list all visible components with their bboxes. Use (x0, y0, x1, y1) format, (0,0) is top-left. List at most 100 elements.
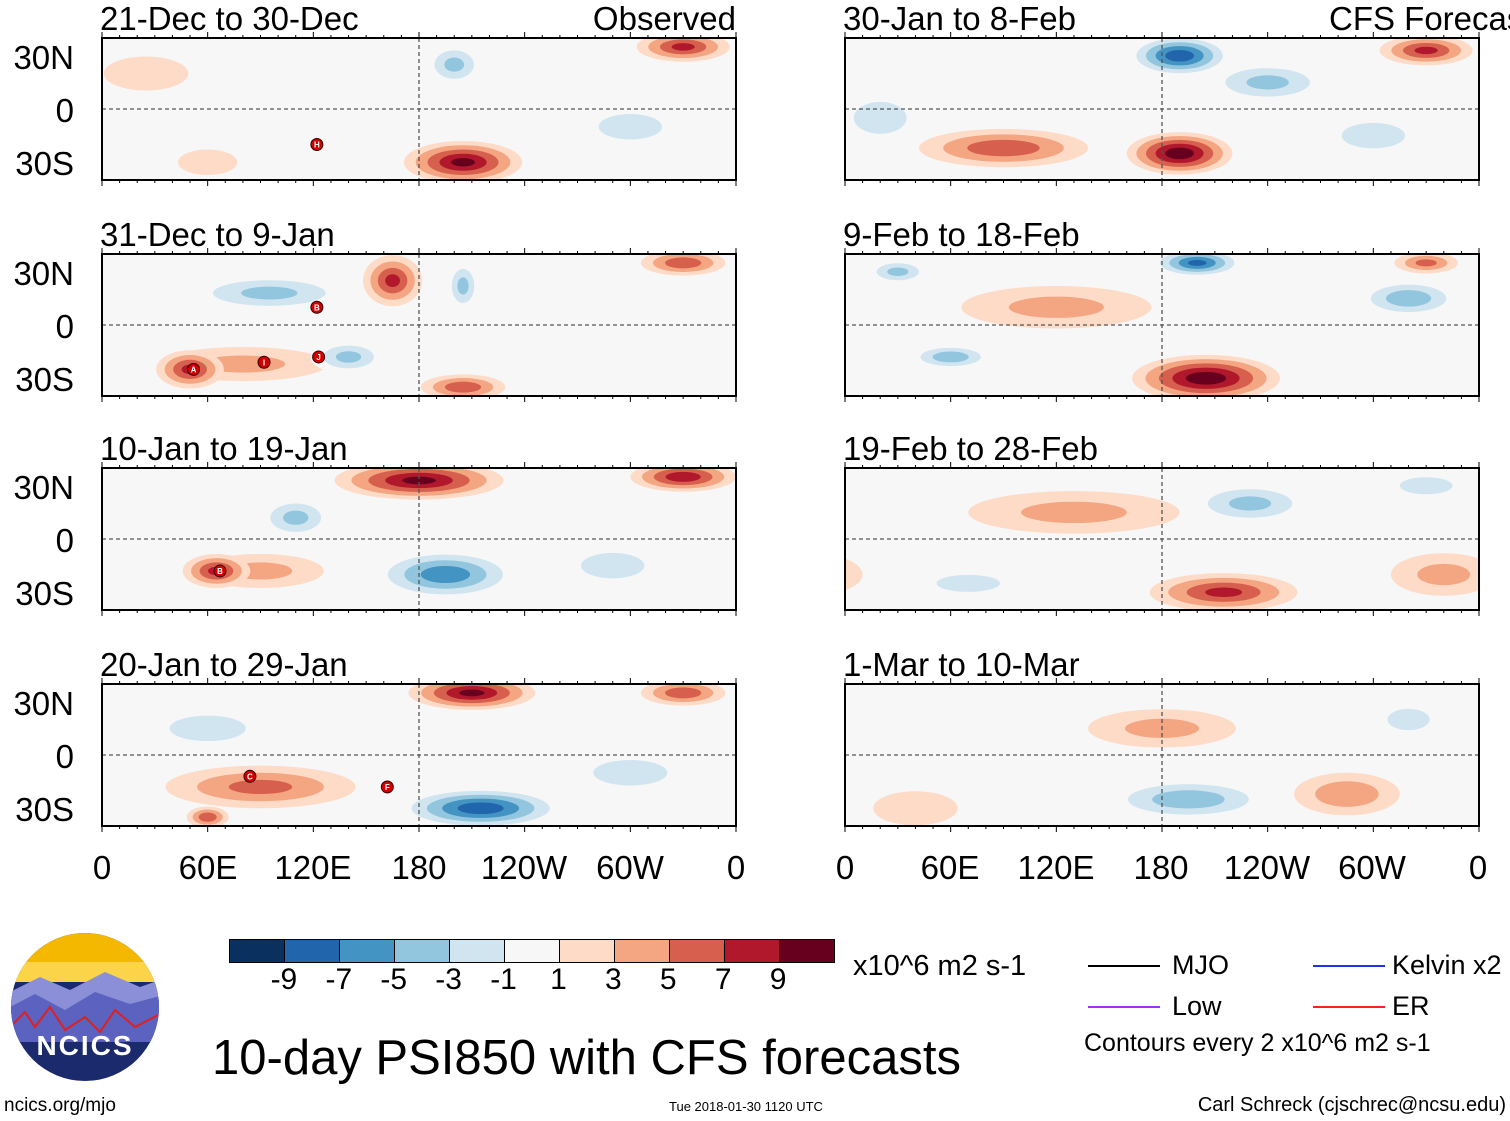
colorbar-tick-label: -3 (435, 963, 462, 996)
positive-anomaly-contour (738, 56, 823, 90)
positive-anomaly-contour (1008, 296, 1104, 318)
storm-label: H (314, 141, 320, 150)
positive-anomaly-contour (757, 39, 827, 61)
colorbar (229, 939, 835, 963)
author-credit: Carl Schreck (cjschrec@ncsu.edu) (1197, 1094, 1506, 1116)
colorbar-tick-label: 7 (714, 963, 732, 996)
colorbar-tick-label: 3 (605, 963, 622, 996)
positive-anomaly-contour (799, 355, 850, 384)
panel-title: 20-Jan to 29-Jan (100, 646, 348, 683)
storm-label: J (316, 353, 320, 362)
positive-anomaly-contour (665, 687, 702, 699)
positive-anomaly-contour (769, 43, 815, 58)
positive-anomaly-contour (771, 256, 813, 270)
positive-anomaly-contour (967, 139, 1040, 157)
legend-label-kelvin: Kelvin x2 (1392, 950, 1502, 980)
colorbar-tick-label: 1 (550, 963, 567, 996)
x-tick-label: 120W (480, 849, 568, 886)
storm-label: C (247, 772, 253, 781)
negative-anomaly-contour (739, 469, 845, 503)
figure-title: 10-day PSI850 with CFS forecasts (212, 1031, 961, 1085)
site-url[interactable]: ncics.org/mjo (4, 1095, 116, 1116)
tropical-cyclone-marker: F (380, 780, 394, 794)
colorbar-swatch (505, 940, 560, 962)
panel-title: 31-Dec to 9-Jan (100, 216, 335, 253)
map-panel (844, 678, 1480, 832)
positive-anomaly-contour (402, 476, 436, 485)
colorbar-tick-label: -7 (325, 963, 353, 996)
y-tick-label: 30N (13, 39, 74, 76)
positive-anomaly-contour (444, 381, 482, 393)
x-tick-label: 120W (1223, 849, 1311, 886)
negative-anomaly-contour (753, 709, 795, 730)
colorbar-swatch (560, 940, 615, 962)
x-tick-label: 0 (726, 849, 746, 886)
panel-title: 19-Feb to 28-Feb (843, 430, 1098, 467)
colorbar-swatch (780, 940, 834, 962)
tropical-cyclone-marker: I (257, 355, 271, 369)
negative-anomaly-contour (1007, 755, 1177, 790)
negative-anomaly-contour (1500, 259, 1510, 285)
y-tick-label: 30S (15, 361, 74, 398)
tropical-cyclone-marker: C (243, 769, 257, 783)
positive-anomaly-contour (746, 36, 839, 66)
negative-anomaly-contour (1165, 49, 1195, 62)
map-panel: B (101, 462, 737, 616)
positive-anomaly-contour (459, 689, 485, 697)
negative-anomaly-contour (1387, 708, 1430, 731)
negative-anomaly-contour (598, 113, 663, 140)
panel-title: 1-Mar to 10-Mar (843, 646, 1080, 683)
x-tick-label: 0 (1468, 849, 1488, 886)
colorbar-tick-label: -1 (490, 963, 517, 996)
legend-line-mjo (1088, 965, 1160, 967)
legend-label-er: ER (1392, 991, 1430, 1021)
contour-note: Contours every 2 x10^6 m2 s-1 (1084, 1029, 1431, 1057)
y-tick-label: 0 (55, 522, 74, 559)
map-panel (844, 32, 1480, 186)
logo-text: NCICS (36, 1030, 133, 1061)
y-tick-label: 30S (15, 791, 74, 828)
map-panel: A I B J (101, 248, 737, 402)
x-tick-label: 60E (178, 849, 238, 886)
colorbar-swatch (450, 940, 505, 962)
x-tick-label: 0 (835, 849, 855, 886)
x-tick-label: 180 (391, 849, 447, 886)
legend-label-low: Low (1172, 991, 1222, 1021)
colorbar-swatch (670, 940, 725, 962)
positive-anomaly-contour (198, 812, 217, 822)
positive-anomaly-contour (671, 43, 695, 51)
positive-anomaly-contour (228, 779, 293, 795)
y-tick-label: 30N (13, 685, 74, 722)
positive-anomaly-contour (1185, 371, 1227, 385)
ncics-logo: NCICS (11, 933, 159, 1081)
positive-anomaly-contour (1021, 501, 1127, 524)
x-tick-label: 60E (920, 849, 980, 886)
x-tick-label: 120E (274, 849, 352, 886)
negative-anomaly-contour (737, 285, 812, 312)
positive-anomaly-contour (781, 47, 804, 54)
negative-anomaly-contour (747, 540, 832, 591)
timestamp: Tue 2018-01-30 1120 UTC (669, 1099, 823, 1114)
positive-anomaly-contour (783, 564, 836, 585)
negative-anomaly-contour (420, 565, 471, 584)
negative-anomaly-contour (732, 698, 817, 741)
storm-label: B (217, 567, 223, 576)
colorbar-swatch (395, 940, 450, 962)
negative-anomaly-contour (457, 802, 504, 815)
positive-anomaly-contour (665, 471, 701, 482)
negative-anomaly-contour (932, 351, 969, 363)
panel-title: 21-Dec to 30-Dec (100, 0, 359, 37)
map-panel: CF (101, 678, 737, 832)
negative-anomaly-contour (335, 351, 362, 363)
negative-anomaly-contour (1488, 102, 1510, 134)
y-tick-label: 30S (15, 145, 74, 182)
colorbar-swatch (340, 940, 395, 962)
x-tick-label: 120E (1017, 849, 1095, 886)
storm-label: I (263, 358, 265, 367)
observed-label: Observed (592, 0, 736, 37)
colorbar-tick-label: -5 (380, 963, 408, 996)
negative-anomaly-contour (1385, 290, 1432, 307)
negative-anomaly-contour (457, 277, 469, 295)
tropical-cyclone-marker: B (310, 300, 324, 314)
